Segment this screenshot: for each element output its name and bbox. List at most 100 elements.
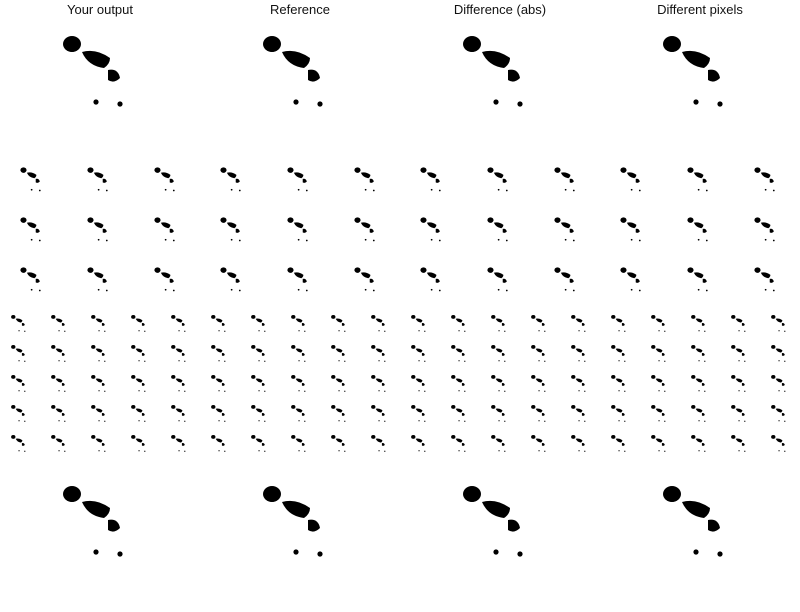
skeleton-figure-icon: [208, 374, 232, 400]
skeleton-figure-icon: [728, 434, 752, 460]
skeleton-figure-icon: [683, 166, 717, 203]
panel-col1-row0: [200, 28, 400, 146]
skeleton-figure-icon: [408, 344, 432, 370]
skeleton-figure-icon: [16, 166, 50, 203]
panel-col1-row1: [200, 160, 400, 310]
panel-col1-row2: [200, 312, 400, 462]
skeleton-figure-icon: [16, 266, 50, 303]
skeleton-figure-icon: [688, 314, 712, 340]
skeleton-figure-icon: [328, 374, 352, 400]
skeleton-figure-icon: [283, 216, 317, 253]
skeleton-figure-icon: [408, 374, 432, 400]
skeleton-figure-icon: [83, 166, 117, 203]
skeleton-figure-icon: [450, 32, 550, 142]
skeleton-figure-icon: [416, 266, 450, 303]
skeleton-figure-icon: [416, 166, 450, 203]
skeleton-figure-icon: [728, 404, 752, 430]
skeleton-figure-icon: [568, 344, 592, 370]
skeleton-figure-icon: [368, 374, 392, 400]
skeleton-figure-icon: [208, 404, 232, 430]
skeleton-figure-icon: [750, 266, 784, 303]
skeleton-figure-icon: [568, 434, 592, 460]
skeleton-figure-icon: [568, 404, 592, 430]
skeleton-figure-icon: [168, 344, 192, 370]
skeleton-figure-icon: [248, 404, 272, 430]
skeleton-figure-icon: [488, 434, 512, 460]
skeleton-figure-icon: [768, 374, 792, 400]
skeleton-figure-icon: [368, 344, 392, 370]
skeleton-figure-icon: [128, 344, 152, 370]
panel-col1-row3: [200, 478, 400, 596]
skeleton-figure-icon: [550, 266, 584, 303]
panel-col2-row3: [400, 478, 600, 596]
skeleton-figure-icon: [328, 404, 352, 430]
skeleton-figure-icon: [48, 344, 72, 370]
panel-col3-row2: [600, 312, 800, 462]
skeleton-figure-icon: [483, 266, 517, 303]
skeleton-figure-icon: [208, 434, 232, 460]
skeleton-figure-icon: [728, 314, 752, 340]
skeleton-figure-icon: [608, 374, 632, 400]
panel-col0-row0: [0, 28, 200, 146]
skeleton-figure-icon: [8, 404, 32, 430]
skeleton-figure-icon: [216, 266, 250, 303]
skeleton-figure-icon: [8, 344, 32, 370]
skeleton-figure-icon: [208, 314, 232, 340]
skeleton-figure-icon: [328, 344, 352, 370]
skeleton-figure-icon: [350, 216, 384, 253]
skeleton-figure-icon: [288, 404, 312, 430]
skeleton-figure-icon: [616, 266, 650, 303]
panel-col0-row2: [0, 312, 200, 462]
skeleton-figure-icon: [648, 374, 672, 400]
skeleton-figure-icon: [248, 344, 272, 370]
skeleton-figure-icon: [568, 314, 592, 340]
skeleton-figure-icon: [288, 314, 312, 340]
skeleton-figure-icon: [683, 216, 717, 253]
skeleton-figure-icon: [48, 404, 72, 430]
panel-col0-row1: [0, 160, 200, 310]
skeleton-figure-icon: [8, 434, 32, 460]
skeleton-figure-icon: [83, 266, 117, 303]
skeleton-figure-icon: [8, 374, 32, 400]
skeleton-figure-icon: [16, 216, 50, 253]
skeleton-figure-icon: [488, 404, 512, 430]
column-title-different-pixels: Different pixels: [600, 2, 800, 18]
skeleton-figure-icon: [8, 314, 32, 340]
skeleton-figure-icon: [150, 266, 184, 303]
skeleton-figure-icon: [288, 434, 312, 460]
panel-col2-row0: [400, 28, 600, 146]
skeleton-figure-icon: [350, 266, 384, 303]
skeleton-figure-icon: [768, 344, 792, 370]
skeleton-figure-icon: [368, 314, 392, 340]
skeleton-figure-icon: [50, 32, 150, 142]
skeleton-figure-icon: [248, 314, 272, 340]
skeleton-figure-icon: [728, 374, 752, 400]
skeleton-figure-icon: [750, 166, 784, 203]
skeleton-figure-icon: [608, 314, 632, 340]
skeleton-figure-icon: [88, 434, 112, 460]
skeleton-figure-icon: [408, 404, 432, 430]
skeleton-figure-icon: [48, 374, 72, 400]
skeleton-figure-icon: [683, 266, 717, 303]
skeleton-figure-icon: [648, 434, 672, 460]
skeleton-figure-icon: [648, 344, 672, 370]
skeleton-figure-icon: [408, 314, 432, 340]
skeleton-figure-icon: [150, 216, 184, 253]
panel-col2-row1: [400, 160, 600, 310]
skeleton-figure-icon: [88, 404, 112, 430]
skeleton-figure-icon: [483, 216, 517, 253]
panel-col3-row3: [600, 478, 800, 596]
skeleton-figure-icon: [248, 374, 272, 400]
skeleton-figure-icon: [648, 404, 672, 430]
skeleton-figure-icon: [616, 216, 650, 253]
skeleton-figure-icon: [448, 434, 472, 460]
skeleton-figure-icon: [448, 374, 472, 400]
skeleton-figure-icon: [488, 314, 512, 340]
skeleton-figure-icon: [750, 216, 784, 253]
panel-col0-row3: [0, 478, 200, 596]
skeleton-figure-icon: [448, 344, 472, 370]
skeleton-figure-icon: [608, 404, 632, 430]
skeleton-figure-icon: [328, 434, 352, 460]
skeleton-figure-icon: [128, 374, 152, 400]
skeleton-figure-icon: [168, 314, 192, 340]
